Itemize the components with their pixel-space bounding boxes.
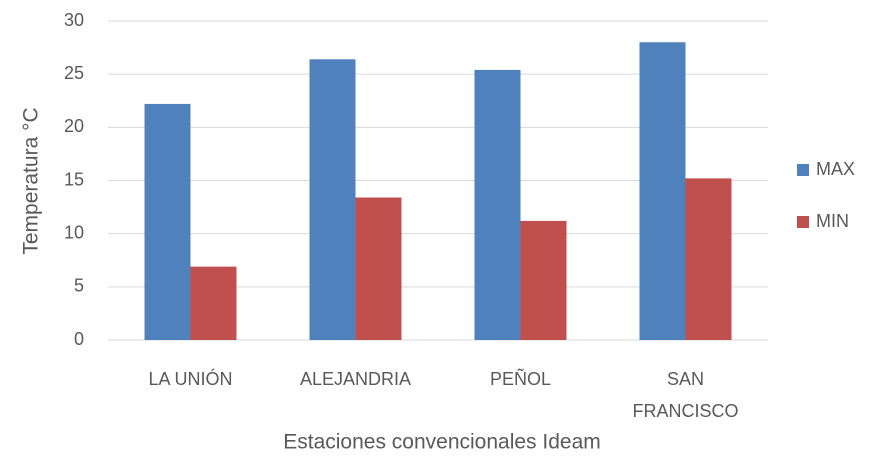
y-tick-label: 30 <box>64 10 84 30</box>
x-tick-label: PEÑOL <box>490 368 551 389</box>
y-tick-label: 10 <box>64 222 84 242</box>
bar <box>309 59 356 340</box>
y-tick-label: 20 <box>64 116 84 136</box>
y-tick-label: 15 <box>64 169 84 189</box>
y-tick-label: 5 <box>74 276 84 296</box>
bar <box>520 220 567 340</box>
bar <box>190 266 237 340</box>
legend-swatch <box>797 216 809 228</box>
legend-swatch <box>797 164 809 176</box>
legend-label: MIN <box>816 211 849 231</box>
bar <box>639 42 686 341</box>
bar <box>355 197 402 340</box>
bar <box>144 103 191 340</box>
x-tick-label: ALEJANDRIA <box>300 369 411 389</box>
y-axis-title: Temperatura °C <box>20 107 43 254</box>
y-tick-label: 0 <box>74 329 84 349</box>
legend-label: MAX <box>816 159 855 179</box>
y-tick-label: 25 <box>64 63 84 83</box>
x-tick-label: SAN FRANCISCO <box>632 369 738 421</box>
bar <box>474 69 521 340</box>
x-tick-label: LA UNIÓN <box>148 368 232 389</box>
bar <box>685 178 732 340</box>
x-axis-title: Estaciones convencionales Ideam <box>283 431 601 454</box>
